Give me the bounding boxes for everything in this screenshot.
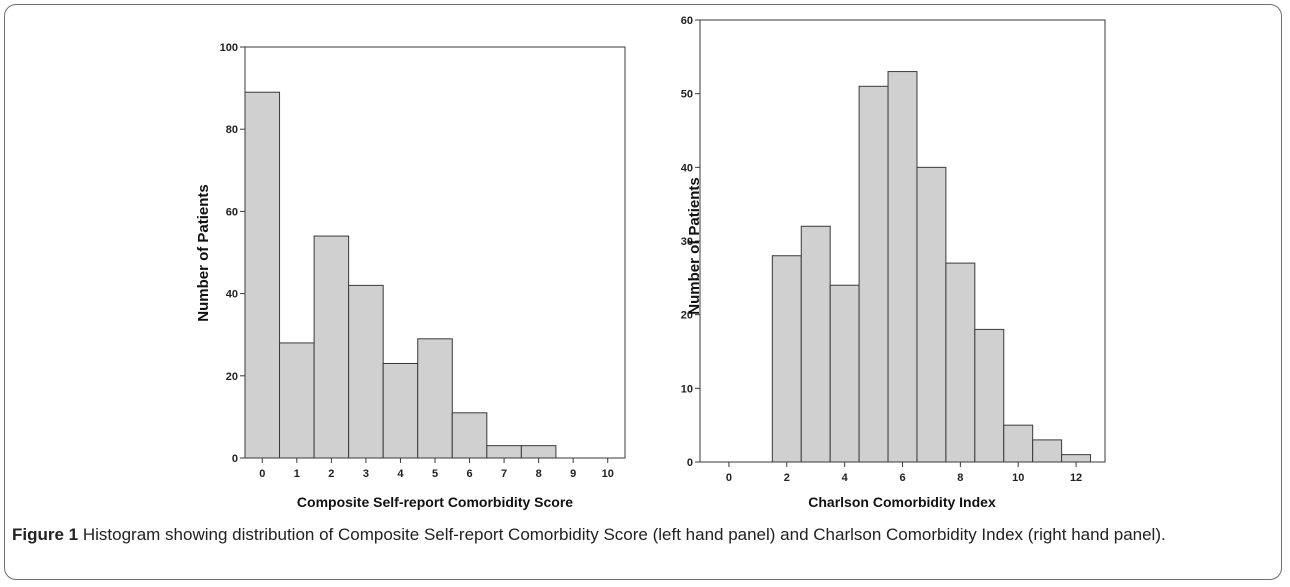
left-y-tick-label-20: 20 xyxy=(226,371,238,383)
right-bar-11 xyxy=(1032,439,1063,463)
left-x-tick-label-10: 10 xyxy=(602,468,614,480)
left-y-axis-label: Number of Patients xyxy=(195,184,212,322)
right-x-tick-label-4: 4 xyxy=(842,472,849,484)
figure-frame xyxy=(4,4,1282,580)
left-x-tick-label-9: 9 xyxy=(570,468,576,480)
figure-caption: Figure 1 Histogram showing distribution … xyxy=(12,523,1272,547)
left-x-tick-label-8: 8 xyxy=(536,468,542,480)
left-y-tick-label-0: 0 xyxy=(232,453,238,465)
left-bar-6 xyxy=(451,412,488,459)
left-histogram-chart: 0 20 40 60 80 100 0 1 2 3 4 5 6 7 8 9 10 Composite Self… xyxy=(195,42,626,510)
right-bar-4 xyxy=(829,284,860,463)
right-bars xyxy=(771,71,1092,463)
right-x-tick-label-6: 6 xyxy=(899,472,905,484)
right-bar-7 xyxy=(916,166,947,463)
left-x-tick-label-0: 0 xyxy=(259,468,265,480)
right-x-tick-label-2: 2 xyxy=(784,472,790,484)
left-bar-5 xyxy=(417,338,453,459)
left-y-tick-label-40: 40 xyxy=(226,289,238,301)
right-x-tick-label-8: 8 xyxy=(957,472,963,484)
right-bar-6 xyxy=(887,71,918,463)
right-x-axis-label: Charlson Comorbidity Index xyxy=(808,494,996,510)
right-y-axis-label: Number of Patients xyxy=(686,177,703,315)
left-bar-8 xyxy=(520,445,557,459)
left-bars xyxy=(244,91,557,459)
left-x-tick-label-6: 6 xyxy=(466,468,472,480)
left-x-axis-label: Composite Self-report Comorbidity Score xyxy=(297,494,573,510)
right-bar-10 xyxy=(1003,424,1034,463)
right-y-axis: 0 10 20 30 40 50 60 xyxy=(681,15,700,469)
left-x-tick-label-4: 4 xyxy=(397,468,404,480)
right-x-tick-label-0: 0 xyxy=(726,472,732,484)
right-y-tick-label-50: 50 xyxy=(681,89,693,101)
left-bar-0 xyxy=(244,91,281,459)
right-x-tick-label-10: 10 xyxy=(1012,472,1024,484)
left-y-tick-label-60: 60 xyxy=(226,206,238,218)
left-x-tick-label-1: 1 xyxy=(294,468,300,480)
right-y-tick-label-40: 40 xyxy=(681,162,693,174)
left-bar-7 xyxy=(486,445,522,459)
left-bar-4 xyxy=(382,362,419,459)
right-y-tick-label-60: 60 xyxy=(681,15,693,27)
caption-text: Histogram showing distribution of Compos… xyxy=(82,525,1166,544)
left-bar-2 xyxy=(313,235,350,459)
right-bar-2 xyxy=(771,255,802,463)
left-y-tick-label-100: 100 xyxy=(220,42,238,54)
right-y-tick-label-10: 10 xyxy=(681,383,693,395)
left-bar-3 xyxy=(348,284,384,459)
left-y-axis: 0 20 40 60 80 100 xyxy=(220,42,245,465)
right-y-tick-label-30: 30 xyxy=(681,236,693,248)
left-x-tick-label-3: 3 xyxy=(363,468,369,480)
left-y-tick-label-80: 80 xyxy=(226,124,238,136)
right-x-tick-label-12: 12 xyxy=(1070,472,1082,484)
left-bar-1 xyxy=(279,342,315,459)
right-bar-12 xyxy=(1061,454,1092,463)
left-x-tick-label-7: 7 xyxy=(501,468,507,480)
left-x-axis: 0 1 2 3 4 5 6 7 8 9 10 xyxy=(259,458,614,480)
right-y-tick-label-20: 20 xyxy=(681,310,693,322)
right-histogram-chart: 0 10 20 30 40 50 60 0 2 4 6 8 10 12 Charlson Comorbi… xyxy=(681,15,1106,510)
right-bar-8 xyxy=(945,262,976,463)
right-x-axis: 0 2 4 6 8 10 12 xyxy=(726,462,1082,484)
right-bar-3 xyxy=(800,225,831,463)
right-bar-5 xyxy=(858,85,889,463)
left-x-tick-label-5: 5 xyxy=(432,468,438,480)
left-x-tick-label-2: 2 xyxy=(328,468,334,480)
right-y-tick-label-0: 0 xyxy=(687,457,693,469)
figure-label: Figure 1 xyxy=(12,525,79,544)
right-bar-9 xyxy=(974,328,1005,463)
